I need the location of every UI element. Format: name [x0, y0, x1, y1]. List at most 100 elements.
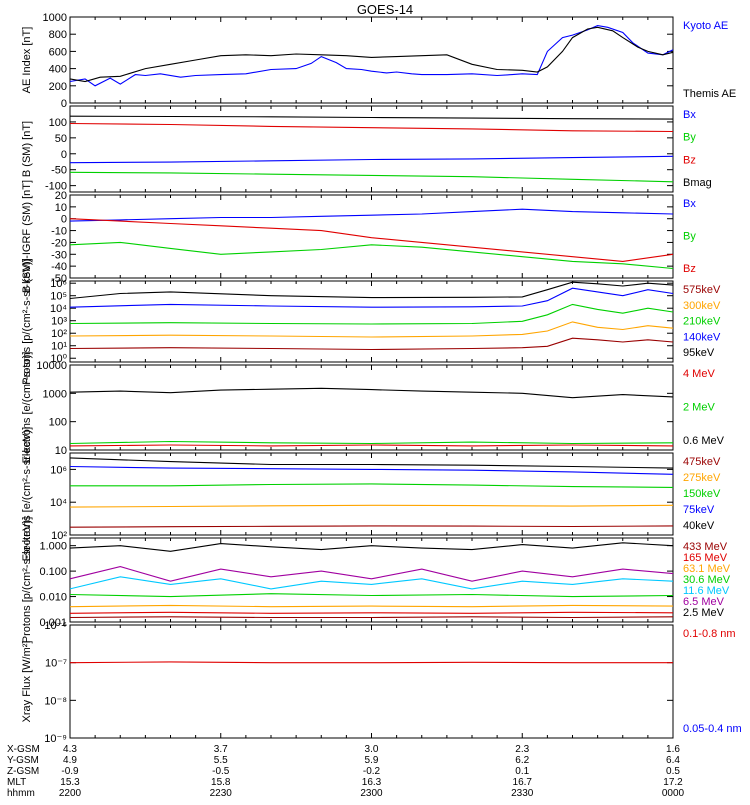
legend-label-xray: 0.05-0.4 nm — [683, 723, 742, 735]
series-line-bsm-Bx — [69, 155, 674, 164]
ephemeris-row-label: Y-GSM — [7, 755, 39, 766]
ephemeris-value: -0.5 — [212, 766, 230, 777]
chart-title: GOES-14 — [357, 2, 413, 17]
y-axis-label-electrons_high: Electrons [e/(cm²-s-sr)] — [21, 352, 33, 464]
legend-label-protons_mev: 165 MeV — [683, 552, 728, 564]
series-line-electrons_kev-75keV — [69, 465, 674, 475]
y-tick-label-electrons_high: 1000 — [43, 388, 67, 400]
legend-label-protons_magnetic: 575keV — [683, 284, 721, 296]
legend-label-ae: Kyoto AE — [683, 20, 728, 32]
ephemeris-row-label: X-GSM — [7, 744, 40, 755]
y-tick-label-bsm: -100 — [45, 181, 67, 193]
y-axis-label-digrf: B (SM)-IGRF (SM) [nT] — [21, 180, 33, 293]
legend-label-electrons_kev: 475keV — [683, 456, 721, 468]
y-tick-label-bsm: 0 — [61, 149, 67, 161]
legend-label-bsm: Bz — [683, 154, 696, 166]
ephemeris-value: 2200 — [59, 788, 82, 799]
series-line-protons_mev-63-1-MeV — [69, 604, 674, 608]
ephemeris-value: 0.1 — [515, 766, 529, 777]
y-tick-label-bsm: -50 — [51, 165, 67, 177]
y-tick-label-protons_magnetic: 10³ — [51, 316, 67, 328]
ephemeris-row-label: hhmm — [7, 788, 35, 799]
legend-label-digrf: By — [683, 231, 696, 243]
legend-label-protons_mev: 63.1 MeV — [683, 563, 731, 575]
y-tick-label-protons_magnetic: 10⁴ — [50, 303, 67, 315]
legend-label-ae: Themis AE — [683, 88, 736, 100]
ephemeris-value: -0.9 — [61, 766, 79, 777]
legend-label-protons_magnetic: 140keV — [683, 331, 721, 343]
y-axis-label-protons_magnetic: Protons [p/(cm²-s-sr-keV)] — [21, 258, 33, 385]
ephemeris-value: 3.0 — [365, 744, 379, 755]
series-line-electrons_high-4-MeV — [69, 444, 674, 447]
ephemeris-value: 2330 — [511, 788, 534, 799]
y-tick-label-ae: 800 — [49, 29, 67, 41]
ephemeris-row-label: Z-GSM — [7, 766, 39, 777]
y-tick-label-electrons_high: 10000 — [36, 360, 67, 372]
legend-label-electrons_high: 4 MeV — [683, 368, 715, 380]
legend-label-electrons_high: 0.6 MeV — [683, 435, 725, 447]
series-line-protons_mev-30-6-MeV — [69, 593, 674, 598]
series-line-bsm-Bmag — [69, 115, 674, 120]
y-tick-label-digrf: -30 — [51, 249, 67, 261]
series-line-protons_mev-165-MeV — [69, 611, 674, 614]
y-tick-label-protons_magnetic: 10⁰ — [50, 353, 67, 365]
y-tick-label-protons_magnetic: 10⁵ — [50, 291, 67, 303]
y-tick-label-ae: 200 — [49, 81, 67, 93]
series-line-protons_mev-2-5-MeV — [69, 542, 674, 552]
y-axis-label-ae: AE Index [nT] — [21, 27, 33, 94]
y-axis-label-bsm: B (SM) [nT] — [21, 121, 33, 177]
ephemeris-value: 2300 — [360, 788, 383, 799]
legend-label-protons_mev: 2.5 MeV — [683, 607, 725, 619]
ephemeris-value: 6.4 — [666, 755, 680, 766]
series-line-protons_magnetic-95keV — [69, 281, 674, 300]
ephemeris-value: 2.3 — [515, 744, 529, 755]
y-axis-label-protons_mev: Protons [p/(cm²-s-sr-keV)] — [21, 517, 33, 644]
series-line-protons_mev-11-6-MeV — [69, 576, 674, 590]
legend-label-protons_magnetic: 95keV — [683, 347, 715, 359]
y-axis-label-electrons_kev: Electrons [e/(cm²-s-sr-keV)] — [21, 427, 33, 561]
legend-label-electrons_high: 2 MeV — [683, 402, 715, 414]
ephemeris-value: 2230 — [210, 788, 233, 799]
legend-label-protons_mev: 6.5 MeV — [683, 596, 725, 608]
series-line-xray-0-1-0-8-nm — [69, 661, 673, 664]
y-tick-label-xray: 10⁻⁷ — [45, 658, 67, 670]
y-tick-label-electrons_kev: 10⁶ — [50, 464, 67, 476]
ephemeris-value: 15.3 — [60, 777, 80, 788]
ephemeris-value: 4.9 — [63, 755, 77, 766]
ephemeris-value: -0.2 — [363, 766, 381, 777]
panel-frame-ae — [69, 16, 674, 104]
y-tick-label-protons_mev: 0.100 — [39, 566, 67, 578]
y-tick-label-digrf: -10 — [51, 226, 67, 238]
y-tick-label-protons_magnetic: 10² — [51, 328, 67, 340]
legend-label-electrons_kev: 150keV — [683, 488, 721, 500]
y-tick-label-xray: 10⁻⁸ — [44, 695, 67, 707]
ephemeris-value: 17.2 — [663, 777, 683, 788]
series-line-bsm-Bz — [69, 122, 674, 133]
ephemeris-value: 4.3 — [63, 744, 77, 755]
panel-frame-xray — [69, 624, 674, 739]
panel-frame-digrf — [69, 194, 674, 279]
series-line-digrf-Bx — [69, 208, 674, 222]
y-tick-label-ae: 600 — [49, 46, 67, 58]
legend-label-bsm: Bx — [683, 109, 696, 121]
ephemeris-value: 3.7 — [214, 744, 228, 755]
legend-label-protons_magnetic: 210keV — [683, 316, 721, 328]
y-tick-label-protons_mev: 0.010 — [39, 592, 67, 604]
y-tick-label-digrf: -20 — [51, 237, 67, 249]
legend-label-protons_mev: 30.6 MeV — [683, 574, 731, 586]
ephemeris-value: 0000 — [662, 788, 685, 799]
series-line-ae-Themis-AE — [69, 26, 674, 83]
y-tick-label-bsm: 100 — [49, 117, 67, 129]
y-tick-label-electrons_kev: 10² — [51, 530, 67, 542]
y-tick-label-digrf: -50 — [51, 273, 67, 285]
ephemeris-value: 1.6 — [666, 744, 680, 755]
ephemeris-value: 15.8 — [211, 777, 231, 788]
series-line-protons_magnetic-300keV — [69, 321, 674, 338]
y-tick-label-protons_mev: 0.001 — [39, 617, 67, 629]
series-line-digrf-By — [69, 241, 674, 270]
panel-frame-electrons_high — [69, 364, 674, 451]
y-tick-label-bsm: 50 — [55, 133, 67, 145]
ephemeris-value: 16.3 — [362, 777, 382, 788]
